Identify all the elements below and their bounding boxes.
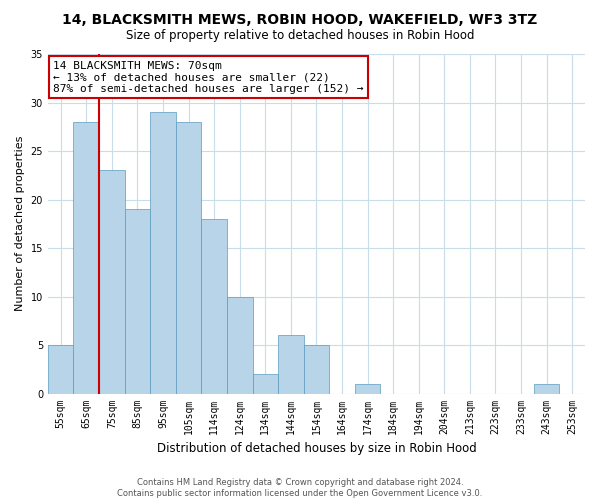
- Bar: [150, 112, 176, 394]
- Text: 14, BLACKSMITH MEWS, ROBIN HOOD, WAKEFIELD, WF3 3TZ: 14, BLACKSMITH MEWS, ROBIN HOOD, WAKEFIE…: [62, 12, 538, 26]
- Text: Contains HM Land Registry data © Crown copyright and database right 2024.
Contai: Contains HM Land Registry data © Crown c…: [118, 478, 482, 498]
- X-axis label: Distribution of detached houses by size in Robin Hood: Distribution of detached houses by size …: [157, 442, 476, 455]
- Text: Size of property relative to detached houses in Robin Hood: Size of property relative to detached ho…: [126, 29, 474, 42]
- Y-axis label: Number of detached properties: Number of detached properties: [15, 136, 25, 312]
- Bar: [304, 345, 329, 394]
- Bar: [48, 345, 73, 394]
- Bar: [534, 384, 559, 394]
- Bar: [73, 122, 99, 394]
- Bar: [278, 336, 304, 394]
- Bar: [176, 122, 202, 394]
- Bar: [125, 209, 150, 394]
- Bar: [227, 296, 253, 394]
- Bar: [355, 384, 380, 394]
- Bar: [202, 219, 227, 394]
- Bar: [253, 374, 278, 394]
- Text: 14 BLACKSMITH MEWS: 70sqm
← 13% of detached houses are smaller (22)
87% of semi-: 14 BLACKSMITH MEWS: 70sqm ← 13% of detac…: [53, 61, 364, 94]
- Bar: [99, 170, 125, 394]
